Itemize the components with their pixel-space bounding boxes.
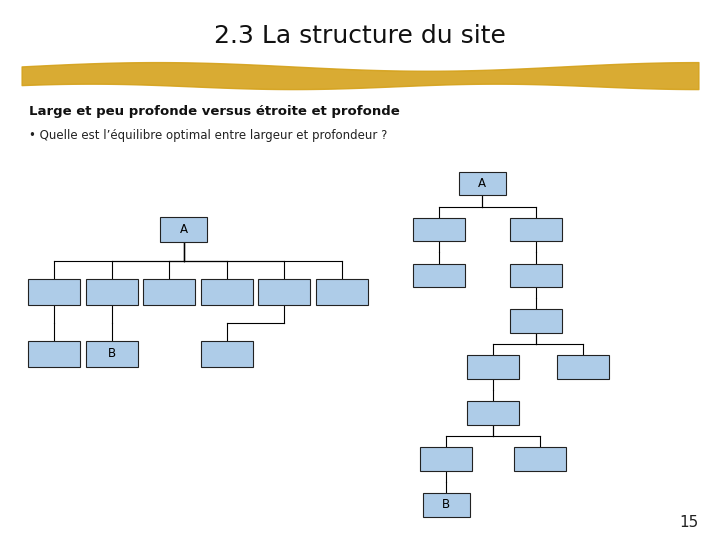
FancyBboxPatch shape bbox=[467, 355, 519, 379]
FancyBboxPatch shape bbox=[86, 341, 138, 367]
FancyBboxPatch shape bbox=[28, 341, 80, 367]
Text: 2.3 La structure du site: 2.3 La structure du site bbox=[214, 24, 506, 48]
Text: A: A bbox=[179, 223, 188, 236]
Text: A: A bbox=[478, 177, 487, 190]
FancyBboxPatch shape bbox=[510, 309, 562, 333]
FancyBboxPatch shape bbox=[420, 447, 472, 471]
FancyBboxPatch shape bbox=[423, 493, 470, 517]
FancyBboxPatch shape bbox=[467, 401, 519, 425]
FancyBboxPatch shape bbox=[510, 264, 562, 287]
FancyBboxPatch shape bbox=[514, 447, 566, 471]
Text: B: B bbox=[107, 347, 116, 360]
FancyBboxPatch shape bbox=[143, 279, 195, 305]
FancyBboxPatch shape bbox=[413, 264, 465, 287]
FancyBboxPatch shape bbox=[459, 172, 506, 195]
Text: B: B bbox=[442, 498, 451, 511]
FancyBboxPatch shape bbox=[557, 355, 609, 379]
FancyBboxPatch shape bbox=[316, 279, 368, 305]
Text: 15: 15 bbox=[679, 515, 698, 530]
Text: • Quelle est l’équilibre optimal entre largeur et profondeur ?: • Quelle est l’équilibre optimal entre l… bbox=[29, 129, 387, 141]
FancyBboxPatch shape bbox=[413, 218, 465, 241]
FancyBboxPatch shape bbox=[86, 279, 138, 305]
FancyBboxPatch shape bbox=[510, 218, 562, 241]
FancyBboxPatch shape bbox=[201, 279, 253, 305]
Text: Large et peu profonde versus étroite et profonde: Large et peu profonde versus étroite et … bbox=[29, 105, 400, 118]
FancyBboxPatch shape bbox=[258, 279, 310, 305]
FancyBboxPatch shape bbox=[28, 279, 80, 305]
FancyBboxPatch shape bbox=[201, 341, 253, 367]
FancyBboxPatch shape bbox=[160, 217, 207, 242]
